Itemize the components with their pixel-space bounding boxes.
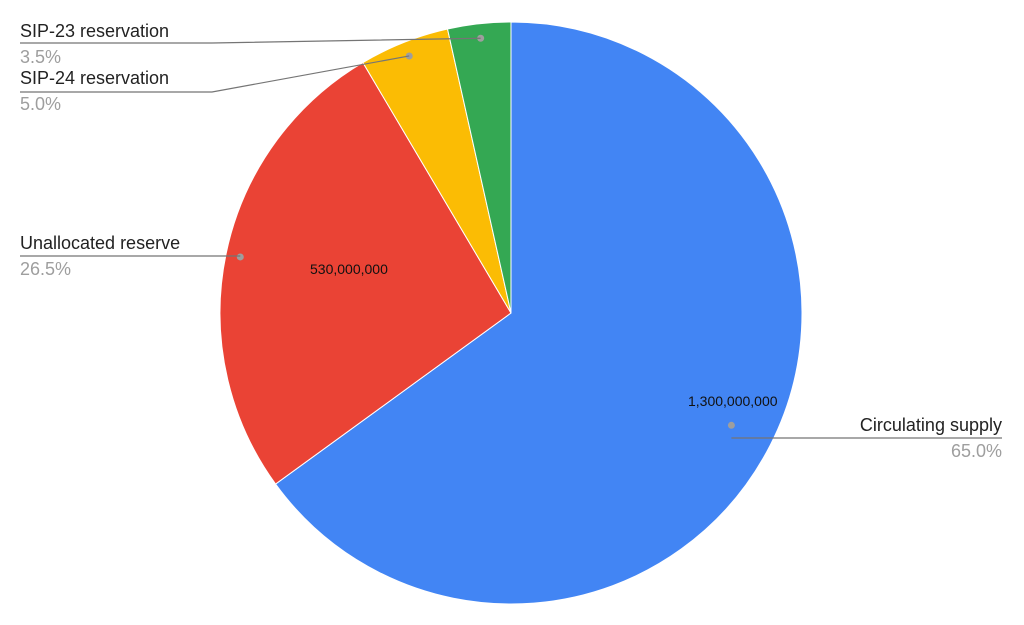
pie-slice-sip-23-reservation [446, 21, 512, 314]
category-label-sip-24-reservation: SIP-24 reservation [20, 68, 169, 88]
value-label-circulating-supply: 1,300,000,000 [688, 393, 778, 409]
slice-value-labels: 1,300,000,000 530,000,000 [310, 261, 778, 409]
pie-slice-circulating-supply [274, 21, 803, 605]
category-label-circulating-supply: Circulating supply [860, 415, 1002, 435]
percent-label-unallocated-reserve: 26.5% [20, 259, 71, 279]
leader-line-sip-23-reservation [20, 37, 481, 44]
leader-line-sip-24-reservation [20, 55, 410, 93]
leader-dot-unallocated-reserve [236, 253, 244, 261]
percent-label-sip-23-reservation: 3.5% [20, 47, 61, 67]
percent-label-sip-24-reservation: 5.0% [20, 94, 61, 114]
category-label-sip-23-reservation: SIP-23 reservation [20, 21, 169, 41]
category-label-unallocated-reserve: Unallocated reserve [20, 233, 180, 253]
percent-label-circulating-supply: 65.0% [951, 441, 1002, 461]
pie-slice-unallocated-reserve [219, 61, 512, 485]
pie-slices [219, 21, 803, 605]
value-label-unallocated-reserve: 530,000,000 [310, 261, 388, 277]
leader-dot-circulating-supply [727, 421, 735, 429]
slice-callouts: Circulating supply 65.0% Unallocated reser… [20, 21, 1002, 461]
